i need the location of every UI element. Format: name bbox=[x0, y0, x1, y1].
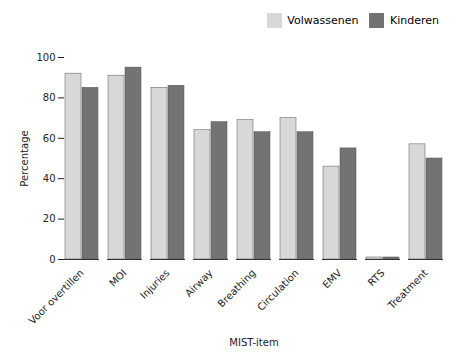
svg-text:0: 0 bbox=[49, 253, 55, 264]
svg-text:80: 80 bbox=[43, 92, 56, 103]
svg-text:MIST-item: MIST-item bbox=[229, 336, 278, 347]
svg-text:Breathing: Breathing bbox=[215, 267, 257, 309]
html-text:Volwassenen: Volwassenen bbox=[287, 14, 359, 27]
svg-text:Injuries: Injuries bbox=[138, 267, 172, 301]
svg-text:100: 100 bbox=[36, 51, 55, 62]
svg-text:Airway: Airway bbox=[183, 267, 215, 299]
svg-text:EMV: EMV bbox=[320, 267, 343, 290]
svg-text:40: 40 bbox=[43, 172, 56, 183]
html-text:Kinderen: Kinderen bbox=[390, 14, 439, 27]
svg-text:Percentage: Percentage bbox=[19, 130, 30, 186]
svg-text:60: 60 bbox=[43, 132, 56, 143]
svg-text:Treatment: Treatment bbox=[385, 267, 430, 312]
svg-text:Circulation: Circulation bbox=[255, 267, 301, 313]
svg-text:Voor overtillen: Voor overtillen bbox=[27, 267, 86, 326]
svg-text:MOI: MOI bbox=[107, 267, 129, 289]
svg-text:RTS: RTS bbox=[366, 267, 387, 288]
svg-text:20: 20 bbox=[43, 213, 56, 224]
